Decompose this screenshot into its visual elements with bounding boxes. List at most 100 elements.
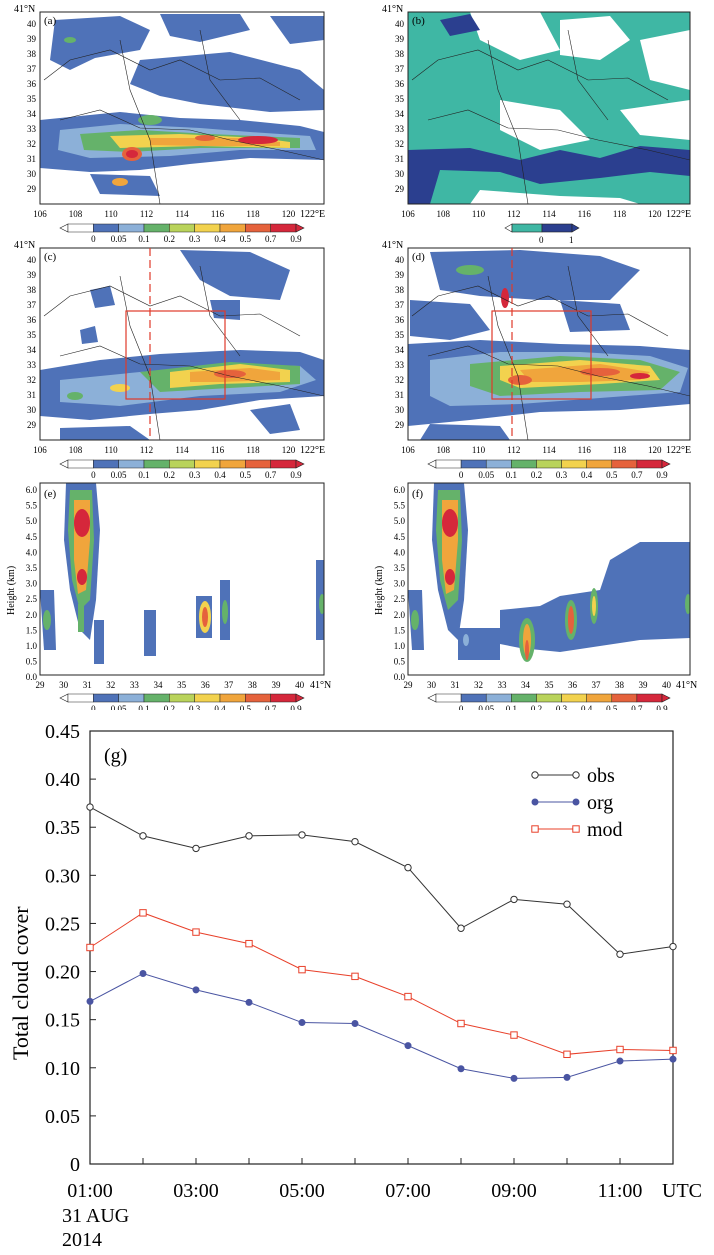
panel-b-colorbar: 0 1 xyxy=(505,224,579,245)
chart-g-date-line2: 2014 xyxy=(62,1229,102,1251)
colorbar-label: 0.5 xyxy=(606,470,618,480)
height-tick-label: 4.0 xyxy=(394,547,406,557)
series-obs-point xyxy=(352,838,358,844)
cross-lat-tick-label: 39 xyxy=(639,680,649,690)
colorbar-arrow-left xyxy=(428,460,436,468)
cross-lat-tick-label: 37 xyxy=(224,680,234,690)
lat-tick-label: 33 xyxy=(27,124,37,134)
lat-tick-label: 32 xyxy=(27,139,36,149)
cross-lat-tick-label: 40 xyxy=(295,680,305,690)
colorbar-swatch xyxy=(119,224,144,232)
lat-tick-label: 40 xyxy=(27,255,37,265)
panel-e: (e) Height (km) 6.05.55.04.54.03.53.02.5… xyxy=(6,483,331,710)
cross-lat-tick-label: 34 xyxy=(154,680,164,690)
colorbar-swatch xyxy=(169,694,194,702)
colorbar-swatch xyxy=(245,694,270,702)
lon-tick-label: 108 xyxy=(437,209,451,219)
panel-f-cross-section xyxy=(408,483,691,662)
panel-b-colorbar-teal xyxy=(512,224,542,232)
panel-b-colorbar-arrow-left xyxy=(505,224,512,232)
cross-lat-tick-label: 38 xyxy=(615,680,625,690)
legend-mod-marker xyxy=(573,826,579,832)
colorbar-swatch xyxy=(144,224,169,232)
cross-lat-tick-label: 30 xyxy=(427,680,437,690)
panel-c-lat-ticks: 403938373635343332313029 xyxy=(27,255,37,430)
colorbar-arrow-left xyxy=(60,460,68,468)
height-tick-label: 5.5 xyxy=(394,501,406,511)
panel-e-label: (e) xyxy=(44,488,57,500)
series-mod-point xyxy=(458,1020,464,1026)
panel-c-colorbar: 0 0.05 0.1 0.2 0.3 0.4 0.5 0.7 0.9 xyxy=(60,460,304,480)
x-tick-label: 11:00 xyxy=(598,1180,643,1202)
cross-lat-tick-label: 37 xyxy=(592,680,602,690)
lon-tick-label: 112 xyxy=(507,209,520,219)
series-mod-point xyxy=(670,1047,676,1053)
series-org-point xyxy=(352,1021,358,1027)
lon-tick-label: 114 xyxy=(542,445,556,455)
colorbar-swatch xyxy=(220,460,245,468)
colorbar-label: 0 xyxy=(91,234,96,244)
cross-lat-tick-label: 35 xyxy=(545,680,555,690)
lat-tick-label: 29 xyxy=(27,184,37,194)
colorbar-label: 0.2 xyxy=(164,470,175,480)
height-tick-label: 0.5 xyxy=(26,657,38,667)
height-tick-label: 1.0 xyxy=(26,641,38,651)
line-chart-g: (g) Total cloud cover 0.450.400.350.300.… xyxy=(0,710,714,1255)
series-obs-point xyxy=(140,833,146,839)
lon-tick-label: 116 xyxy=(211,209,225,219)
lat-tick-label: 36 xyxy=(27,315,37,325)
colorbar-swatch xyxy=(587,460,612,468)
lat-tick-label: 30 xyxy=(395,169,405,179)
series-obs-point xyxy=(193,845,199,851)
legend-obs-marker xyxy=(573,772,579,778)
panel-f-lat-ticks: 29 30 31 32 33 34 35 36 37 38 39 40 xyxy=(404,680,672,690)
lon-tick-label: 120 xyxy=(648,445,662,455)
panel-b-cloud-mask xyxy=(408,12,690,204)
lat-tick-label: 30 xyxy=(395,405,405,415)
panel-b-colorbar-navy xyxy=(542,224,572,232)
lat-tick-label: 40 xyxy=(395,19,405,29)
colorbar-swatch xyxy=(93,224,118,232)
colorbar-swatch xyxy=(587,694,612,702)
lon-tick-label: 120 xyxy=(282,209,296,219)
lat-tick-label: 33 xyxy=(27,360,37,370)
lat-tick-label: 36 xyxy=(27,79,37,89)
panel-e-height-ticks: 6.05.55.04.54.03.53.02.52.01.51.00.50.0 xyxy=(26,485,38,682)
colorbar-label: 0.3 xyxy=(556,470,568,480)
colorbar-label: 0.3 xyxy=(189,470,201,480)
lat-tick-label: 32 xyxy=(395,375,404,385)
height-tick-label: 4.5 xyxy=(26,532,38,542)
lat-tick-label: 32 xyxy=(395,139,404,149)
y-tick-label: 0.20 xyxy=(45,962,80,984)
height-tick-label: 6.0 xyxy=(394,485,406,495)
legend-org-marker xyxy=(573,799,579,805)
x-tick-label: 09:00 xyxy=(491,1180,537,1202)
chart-g-series xyxy=(87,804,676,1082)
lon-tick-label: 118 xyxy=(246,445,260,455)
height-tick-label: 5.5 xyxy=(26,501,38,511)
colorbar-label: 0.1 xyxy=(506,470,517,480)
colorbar-label: 0.9 xyxy=(290,470,302,480)
panel-c: (c) 41°N 40 39 38 37 36 35 34 33 32 31 30 29 106 108… xyxy=(14,240,325,480)
y-tick-label: 0.40 xyxy=(45,769,80,791)
panel-a-colorbar: 0 0.05 0.1 0.2 0.3 0.4 0.5 0.7 0.9 xyxy=(60,224,304,244)
lat-tick-label: 33 xyxy=(395,360,405,370)
series-mod-line xyxy=(90,913,673,1054)
series-org-point xyxy=(246,999,252,1005)
panel-a-lon-end: 122°E xyxy=(300,209,325,220)
lon-tick-label: 120 xyxy=(648,209,662,219)
cross-lat-tick-label: 36 xyxy=(201,680,211,690)
colorbar-swatch xyxy=(144,460,169,468)
panel-f: (f) Height (km) 6.05.55.04.54.03.53.02.5… xyxy=(374,483,697,710)
series-mod-point xyxy=(87,944,93,950)
lon-tick-label: 118 xyxy=(613,209,627,219)
colorbar-label: 0.5 xyxy=(240,470,252,480)
colorbar-arrow-left xyxy=(428,694,436,702)
panel-c-lat-top: 41°N xyxy=(14,240,35,251)
colorbar-swatch xyxy=(93,460,118,468)
lat-tick-label: 30 xyxy=(27,405,37,415)
panel-d-lon-ticks: 106 108 110 112 114 116 118 120 xyxy=(401,445,662,455)
panel-b-label: (b) xyxy=(412,15,425,27)
panel-e-ylabel: Height (km) xyxy=(6,566,17,615)
legend-org-marker xyxy=(532,799,538,805)
